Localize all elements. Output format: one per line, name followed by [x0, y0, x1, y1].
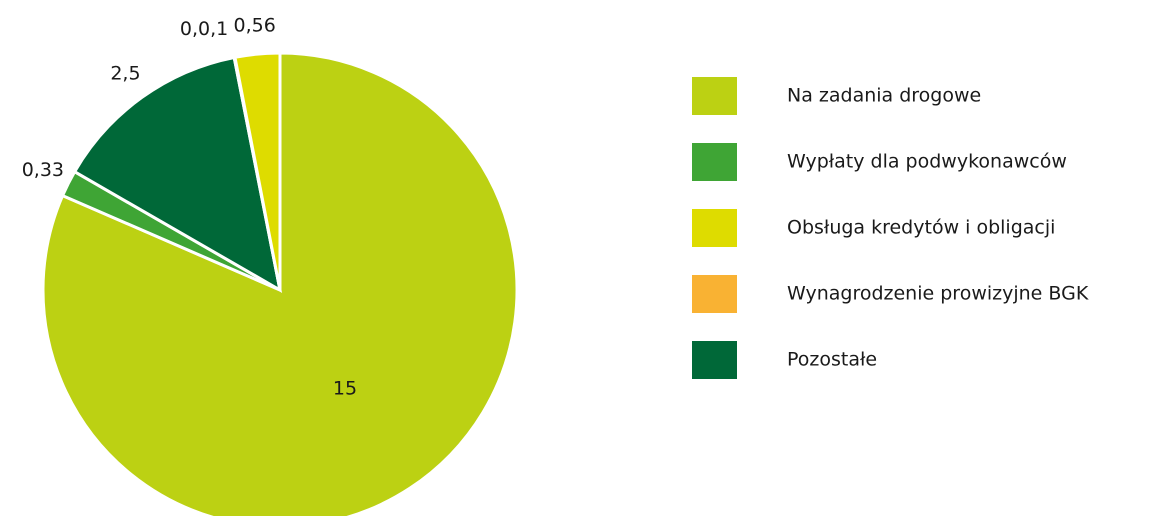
pie-slice [233, 51, 282, 291]
legend-label: Pozostałe [787, 349, 877, 371]
legend-swatch [692, 275, 737, 313]
pie-slice [72, 55, 283, 293]
legend-swatch [692, 143, 737, 181]
data-label: 2,5 [110, 63, 140, 85]
legend-swatch [692, 341, 737, 379]
legend-label: Wynagrodzenie prowizyjne BGK [787, 283, 1089, 305]
legend-label: Wypłaty dla podwykonawców [787, 151, 1067, 173]
data-label: 15 [333, 378, 357, 400]
data-label: 0,56 [234, 14, 276, 36]
legend-swatch [692, 209, 737, 247]
data-label: 0,33 [22, 159, 64, 181]
legend-label: Na zadania drogowe [787, 85, 981, 107]
legend-swatch [692, 77, 737, 115]
data-label: 0,0,1 [180, 18, 228, 40]
legend-label: Obsługa kredytów i obligacji [787, 217, 1055, 239]
